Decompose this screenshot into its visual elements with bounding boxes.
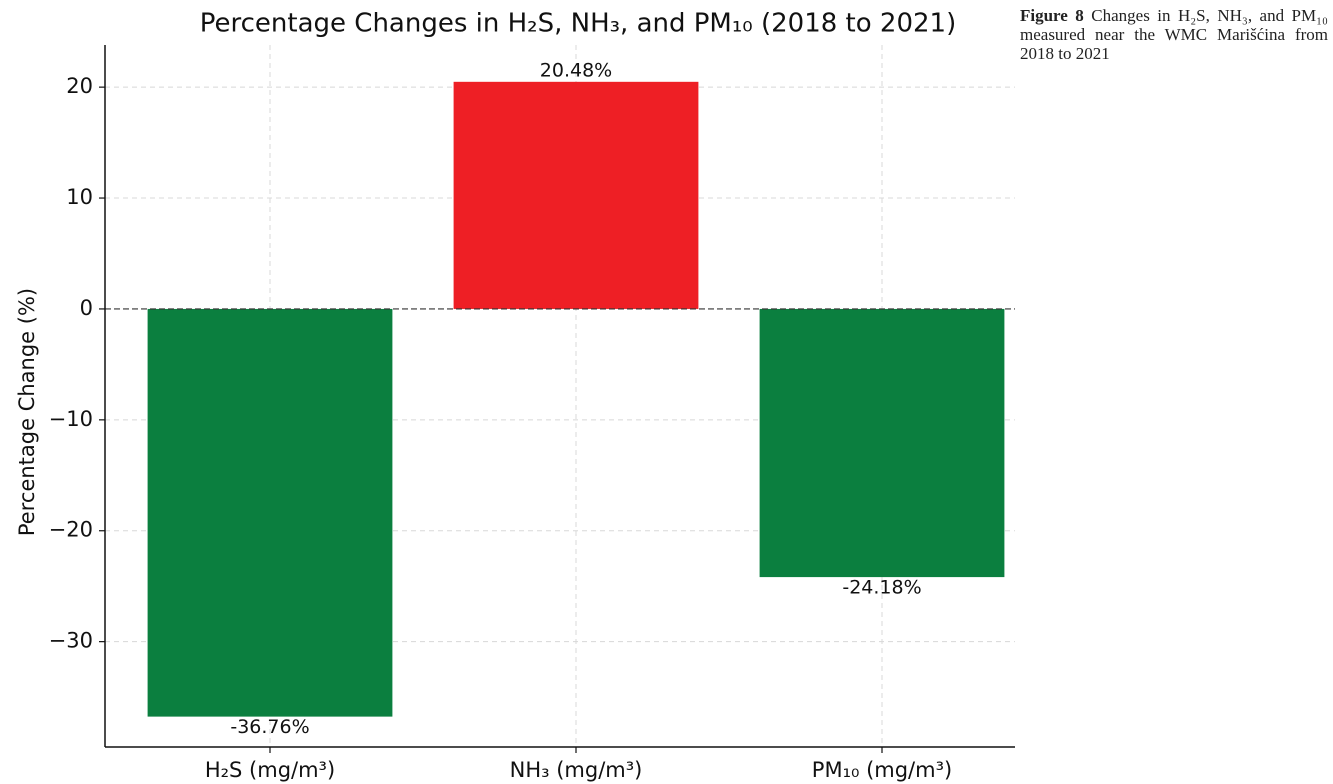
chart: Percentage Changes in H₂S, NH₃, and PM₁₀… xyxy=(15,9,1015,782)
chart-title: Percentage Changes in H₂S, NH₃, and PM₁₀… xyxy=(200,9,956,39)
y-tick-label: 0 xyxy=(80,296,93,320)
y-tick-label: −10 xyxy=(49,407,93,431)
y-tick-label: 10 xyxy=(66,185,93,209)
y-tick-label: −30 xyxy=(49,629,93,653)
bar xyxy=(759,308,1005,578)
figure-caption: Figure 8 Changes in H₂S, NH₃, and PM₁₀ m… xyxy=(1020,6,1328,63)
y-tick-label: −20 xyxy=(49,518,93,542)
data-label: -24.18% xyxy=(842,577,921,599)
y-tick-label: 20 xyxy=(66,74,93,98)
bar xyxy=(453,81,699,309)
caption-label: Figure 8 xyxy=(1020,6,1084,25)
caption-text: Changes in H₂S, NH₃, and PM₁₀ measured n… xyxy=(1020,6,1328,63)
bar xyxy=(147,308,393,717)
y-axis-label: Percentage Change (%) xyxy=(15,288,39,536)
x-tick-label: PM₁₀ (mg/m³) xyxy=(812,758,952,782)
x-tick-label: NH₃ (mg/m³) xyxy=(510,758,643,782)
data-label: -36.76% xyxy=(230,716,309,738)
x-tick-label: H₂S (mg/m³) xyxy=(205,758,335,782)
data-label: 20.48% xyxy=(540,59,612,81)
